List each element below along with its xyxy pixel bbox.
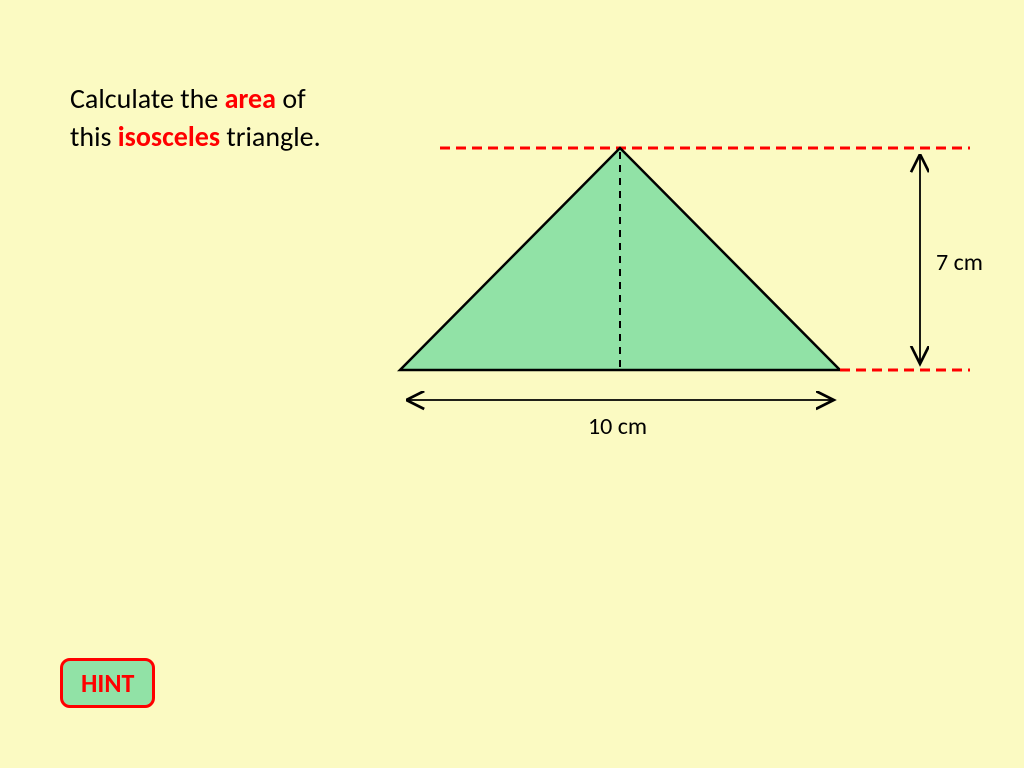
diagram-svg bbox=[350, 130, 990, 450]
q-part3: this bbox=[70, 119, 118, 154]
hint-button[interactable]: HINT bbox=[60, 658, 155, 708]
height-label: 7 cm bbox=[936, 248, 983, 277]
q-highlight-area: area bbox=[225, 81, 276, 116]
q-part4: triangle. bbox=[220, 119, 321, 154]
q-highlight-isosceles: isosceles bbox=[118, 119, 220, 154]
q-part1: Calculate the bbox=[70, 81, 225, 116]
triangle-diagram: 7 cm 10 cm bbox=[350, 130, 990, 450]
q-part2: of bbox=[276, 81, 306, 116]
hint-label: HINT bbox=[81, 667, 134, 699]
base-label: 10 cm bbox=[588, 412, 647, 441]
question-text: Calculate the area of this isosceles tri… bbox=[70, 80, 321, 156]
